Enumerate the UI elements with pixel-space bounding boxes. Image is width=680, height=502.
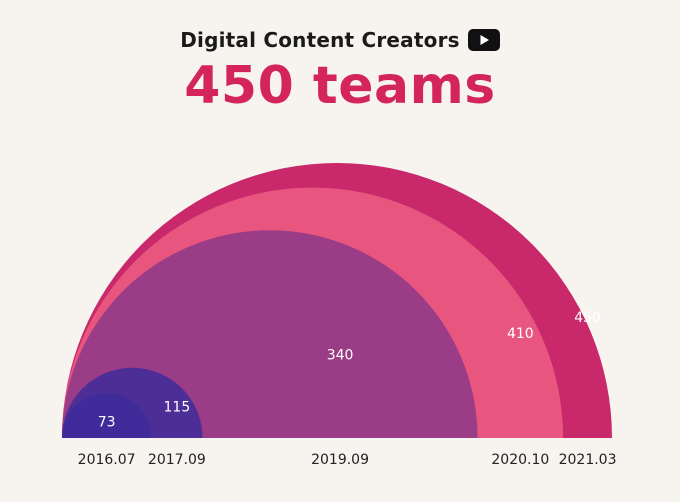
chart-header: Digital Content Creators 450 teams	[0, 28, 680, 115]
category-label-2020.10: 2020.10	[491, 452, 549, 468]
value-labels: 73 115 340 410 450	[98, 310, 601, 430]
category-label-2017.09: 2017.09	[148, 452, 206, 468]
category-label-2021.03: 2021.03	[559, 452, 617, 468]
youtube-play-icon	[467, 29, 500, 51]
value-label-2019.09: 340	[327, 348, 354, 364]
category-label-2019.09: 2019.09	[311, 452, 369, 468]
chart-subtitle: Digital Content Creators	[180, 28, 460, 52]
value-label-2017.09: 115	[164, 400, 191, 416]
value-label-2021.03: 450	[574, 310, 601, 326]
value-label-2020.10: 410	[507, 326, 534, 342]
headline-value: 450 teams	[184, 56, 496, 116]
arc-2016.07	[62, 393, 152, 438]
value-label-2016.07: 73	[98, 414, 116, 430]
subtitle-row: Digital Content Creators	[180, 28, 500, 52]
category-label-2016.07: 2016.07	[78, 452, 136, 468]
category-labels: 2016.07 2017.09 2019.09 2020.10 2021.03	[78, 452, 617, 468]
arc-series	[62, 163, 612, 438]
